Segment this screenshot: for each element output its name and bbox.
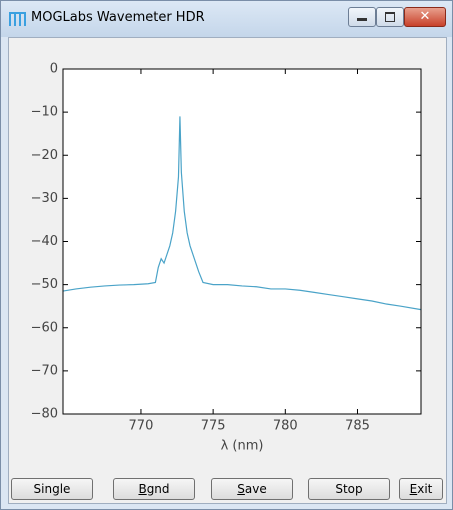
plot-area bbox=[63, 69, 421, 414]
minimize-button[interactable] bbox=[348, 7, 376, 27]
y-tick-label: −10 bbox=[31, 105, 58, 120]
spectrum-line bbox=[62, 116, 422, 311]
window-title: MOGLabs Wavemeter HDR bbox=[31, 10, 205, 25]
exit-button[interactable]: Exit bbox=[399, 478, 443, 500]
maximize-button[interactable] bbox=[376, 7, 404, 27]
save-button[interactable]: Save bbox=[211, 478, 293, 500]
single-button[interactable]: Single bbox=[11, 478, 93, 500]
y-tick-label: −60 bbox=[31, 320, 58, 335]
stop-button[interactable]: Stop bbox=[308, 478, 390, 500]
plot-frame bbox=[62, 68, 422, 415]
x-tick-label: 775 bbox=[201, 419, 226, 434]
close-button[interactable]: ✕ bbox=[404, 7, 446, 27]
x-tick-label: 785 bbox=[345, 419, 370, 434]
x-axis-label: λ (nm) bbox=[221, 439, 264, 454]
x-tick-label: 770 bbox=[129, 419, 154, 434]
y-tick-label: −30 bbox=[31, 191, 58, 206]
y-tick-label: −50 bbox=[31, 277, 58, 292]
y-tick-label: −80 bbox=[31, 407, 58, 422]
x-tick-label: 780 bbox=[273, 419, 298, 434]
y-tick-label: 0 bbox=[50, 62, 58, 77]
chart: 0 −10 −20 −30 −40 −50 −60 −70 −80 770 775 780 785 λ (… bbox=[31, 62, 422, 454]
app-icon bbox=[9, 12, 26, 26]
y-tick-label: −40 bbox=[31, 234, 58, 249]
y-tick-label: −20 bbox=[31, 148, 58, 163]
bgnd-button[interactable]: Bgnd bbox=[113, 478, 195, 500]
client-area: 0 −10 −20 −30 −40 −50 −60 −70 −80 770 775 780 785 λ (… bbox=[8, 37, 447, 504]
y-tick-label: −70 bbox=[31, 363, 58, 378]
title-bar: MOGLabs Wavemeter HDR ✕ bbox=[1, 1, 452, 37]
